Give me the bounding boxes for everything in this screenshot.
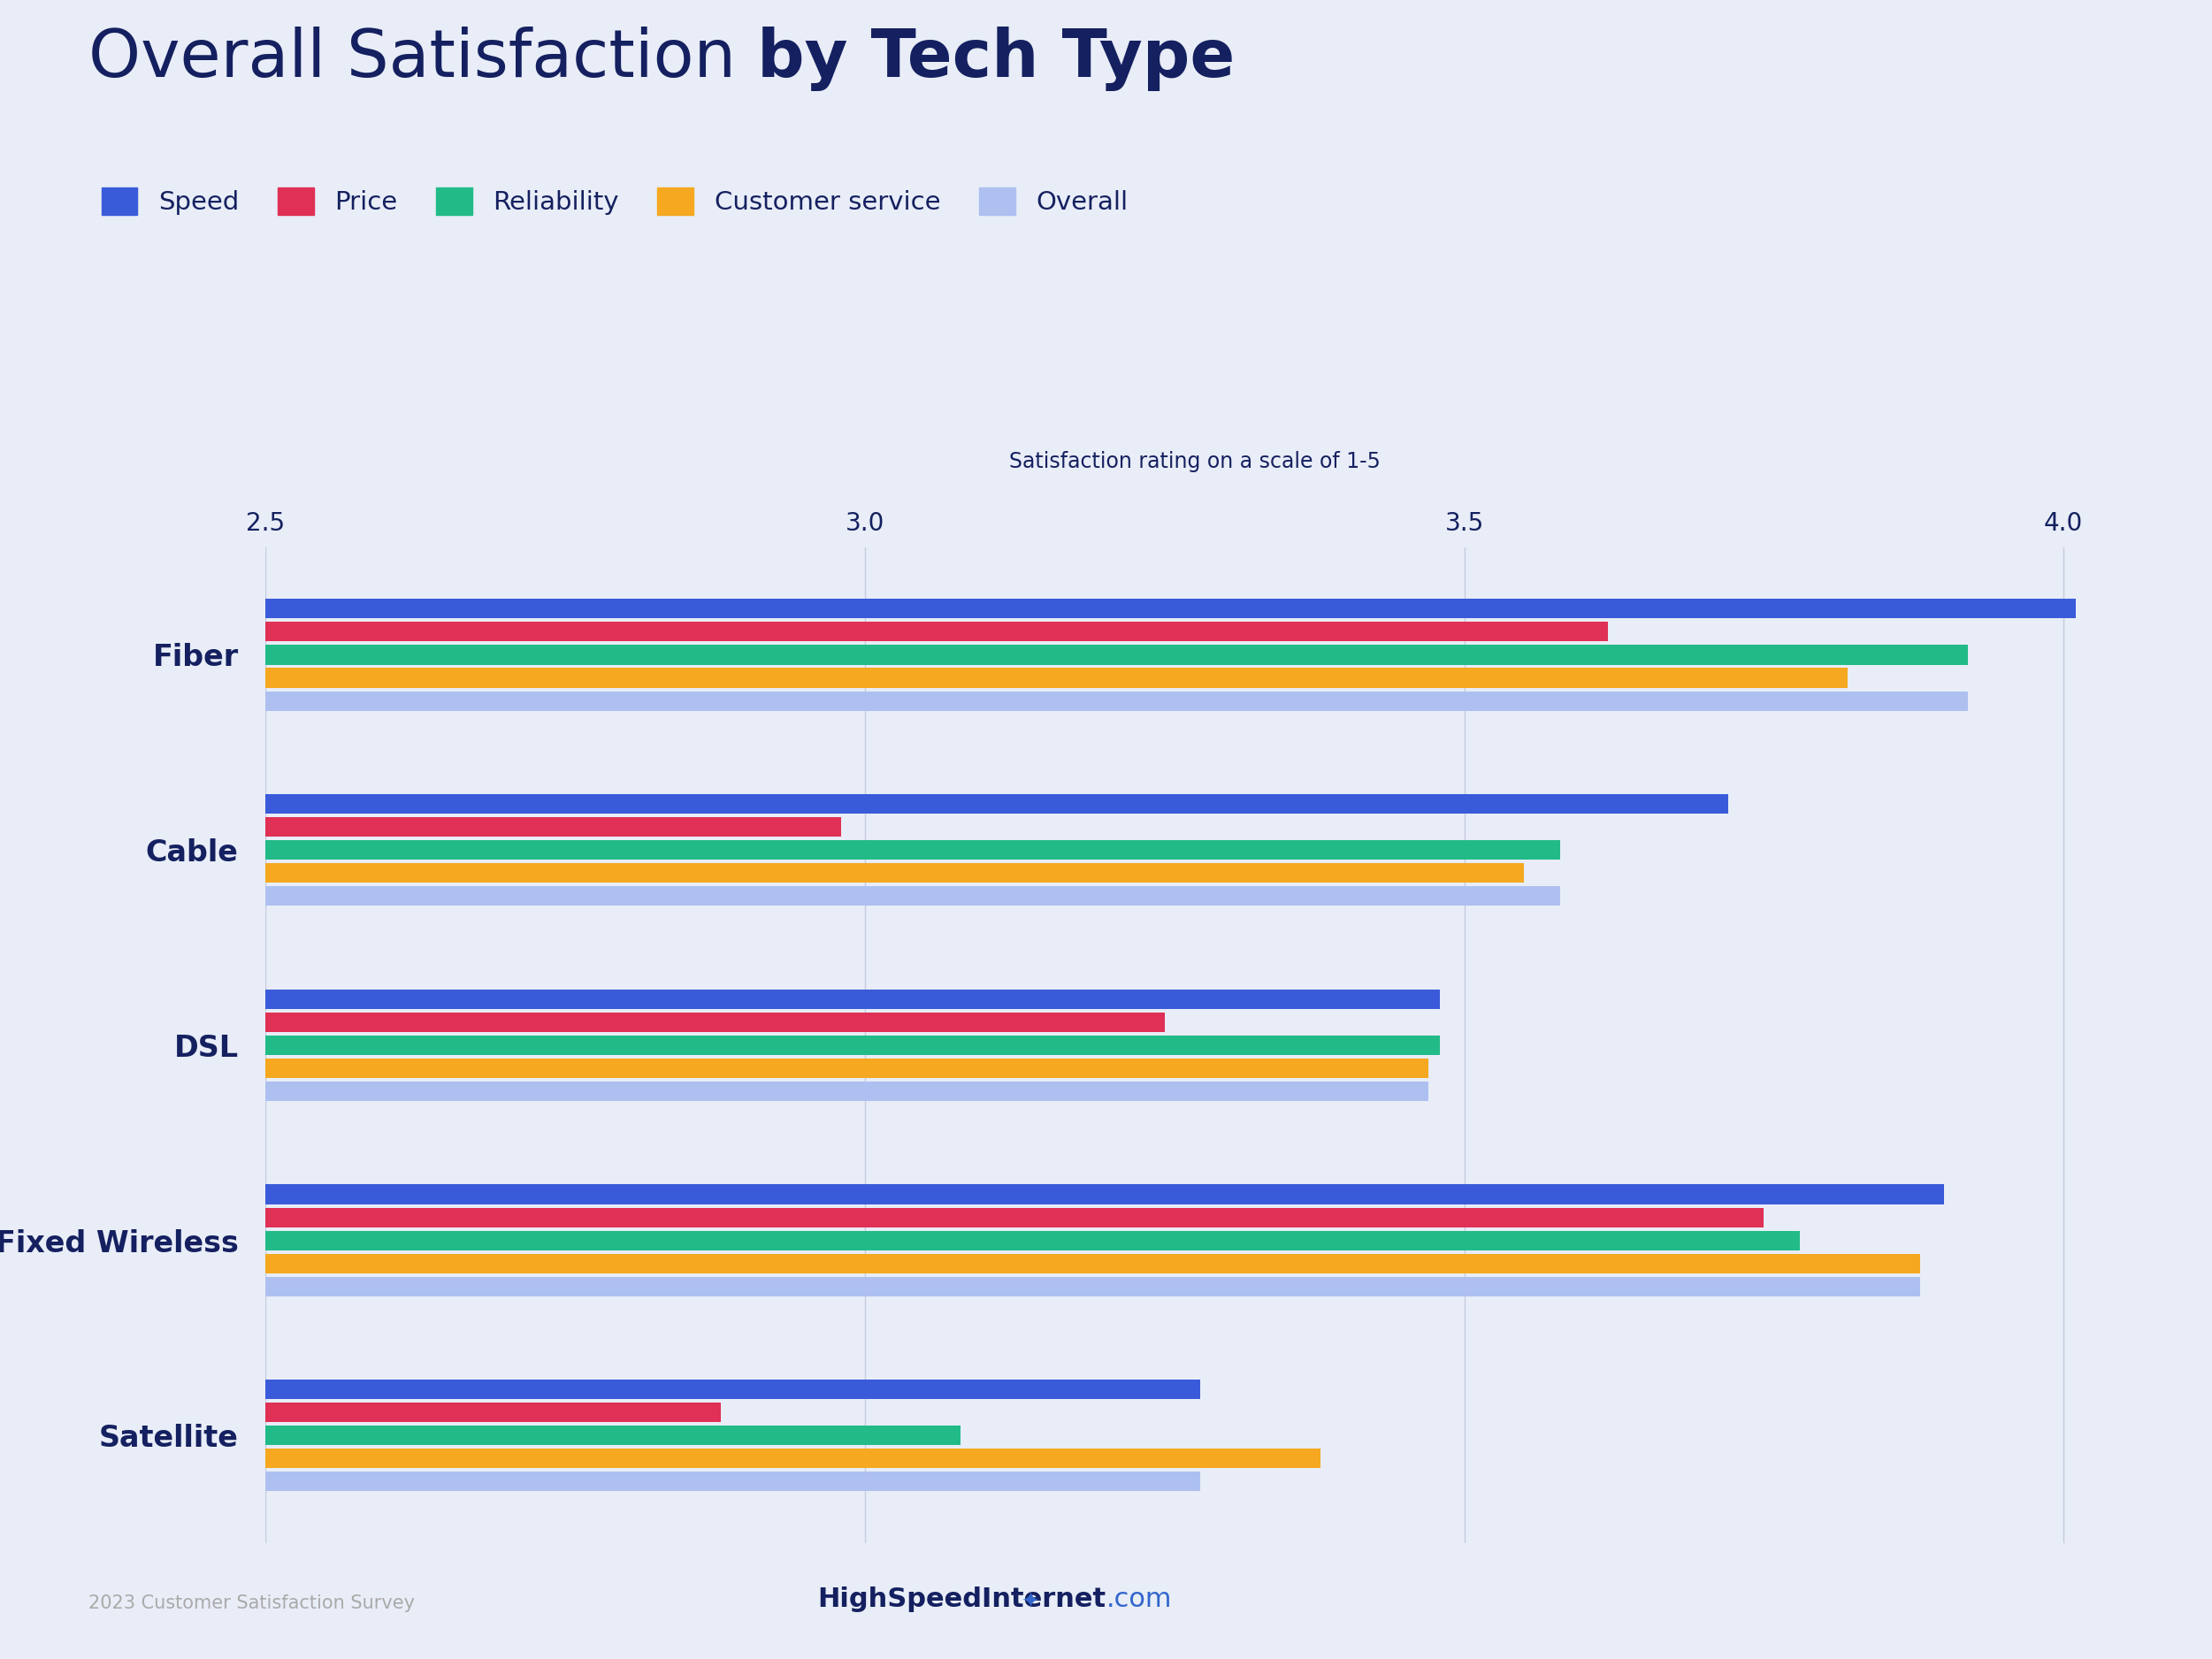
Bar [265, 1448, 1321, 1468]
Bar [265, 886, 1559, 906]
Bar [265, 1208, 1763, 1228]
Bar [265, 863, 1524, 883]
Bar [265, 1012, 1164, 1032]
Bar [265, 818, 841, 836]
Bar [265, 795, 1728, 813]
Text: Overall Satisfaction: Overall Satisfaction [88, 27, 757, 91]
Bar [265, 1380, 1201, 1399]
Bar [265, 645, 1969, 665]
Bar [265, 1058, 1429, 1078]
Text: by Tech Type: by Tech Type [757, 27, 1234, 91]
Bar [265, 1472, 1201, 1491]
Text: HighSpeedInternet: HighSpeedInternet [818, 1588, 1106, 1613]
Bar [265, 989, 1440, 1009]
Bar [265, 1231, 1801, 1251]
Bar [265, 692, 1969, 710]
Bar [265, 1082, 1429, 1102]
Bar [265, 839, 1559, 859]
Bar [265, 669, 1847, 687]
Bar [265, 1254, 1920, 1272]
Text: .com: .com [1106, 1588, 1172, 1613]
Bar [265, 1185, 1944, 1204]
Bar [265, 1425, 960, 1445]
Bar [265, 599, 2075, 619]
Bar [265, 622, 1608, 642]
X-axis label: Satisfaction rating on a scale of 1-5: Satisfaction rating on a scale of 1-5 [1009, 451, 1380, 473]
Text: ✦: ✦ [1022, 1591, 1040, 1613]
Text: 2023 Customer Satisfaction Survey: 2023 Customer Satisfaction Survey [88, 1594, 416, 1613]
Bar [265, 1404, 721, 1422]
Legend: Speed, Price, Reliability, Customer service, Overall: Speed, Price, Reliability, Customer serv… [102, 187, 1128, 216]
Bar [265, 1277, 1920, 1296]
Bar [265, 1035, 1440, 1055]
